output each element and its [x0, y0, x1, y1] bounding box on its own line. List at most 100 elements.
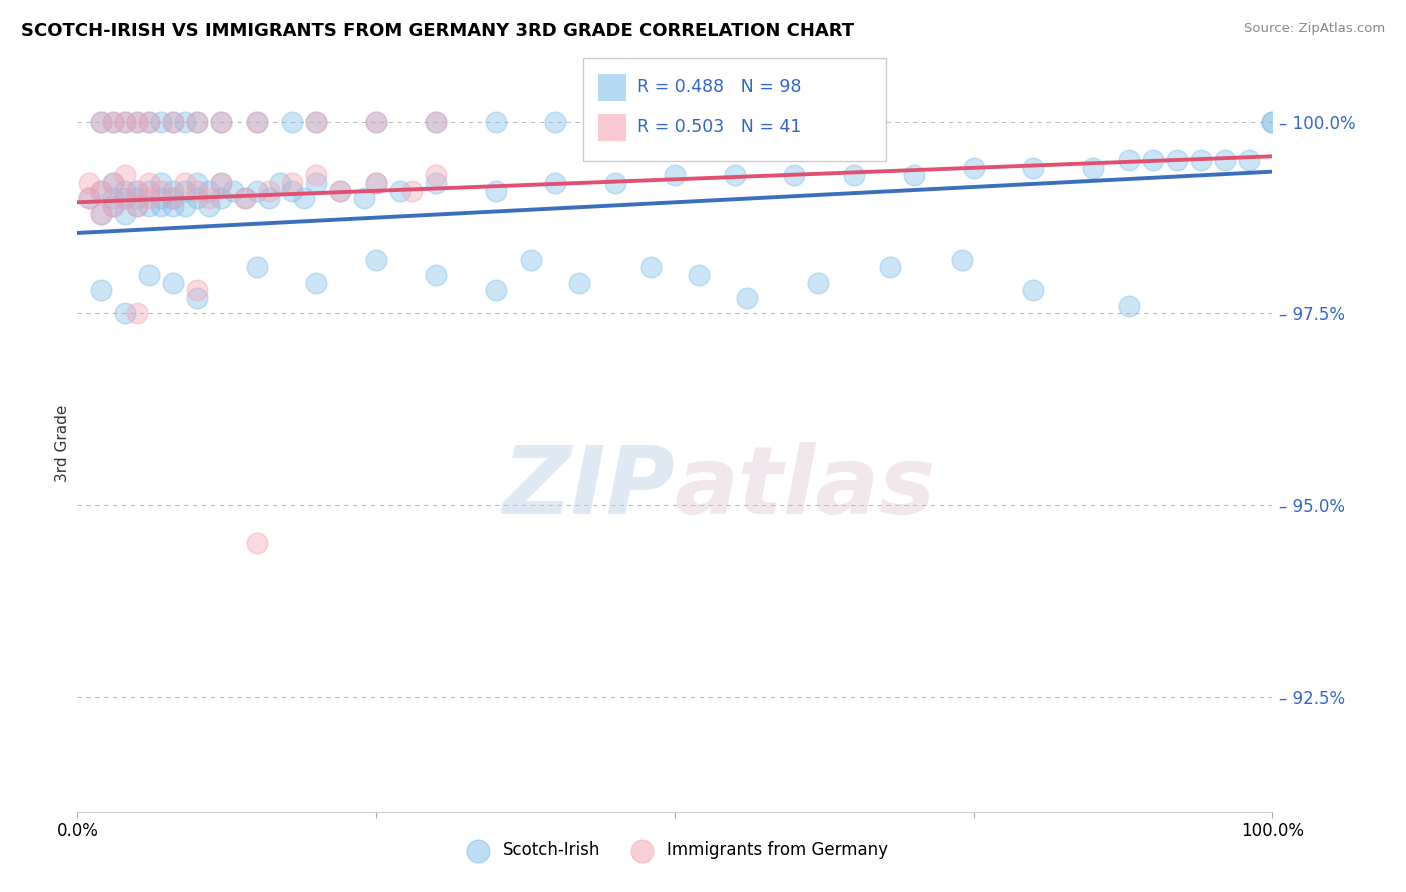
Point: [209, 115, 232, 129]
Point: [485, 115, 508, 129]
Point: [366, 176, 388, 190]
Point: [79, 176, 101, 190]
Point: [366, 115, 388, 129]
Point: [1118, 299, 1140, 313]
Point: [724, 169, 747, 183]
Point: [79, 191, 101, 205]
Point: [425, 115, 447, 129]
Point: [79, 191, 101, 205]
Point: [246, 115, 269, 129]
Point: [90, 184, 112, 198]
Point: [186, 284, 208, 298]
Point: [90, 207, 112, 221]
Point: [150, 176, 173, 190]
Point: [305, 276, 328, 290]
Point: [150, 184, 173, 198]
Point: [329, 184, 352, 198]
Point: [197, 184, 219, 198]
Point: [879, 260, 901, 275]
Point: [209, 191, 232, 205]
Point: [127, 191, 149, 205]
Point: [257, 184, 280, 198]
Point: [425, 169, 447, 183]
Point: [246, 184, 269, 198]
Point: [209, 176, 232, 190]
Point: [114, 184, 136, 198]
Point: [329, 184, 352, 198]
Point: [174, 115, 197, 129]
Point: [1189, 153, 1212, 168]
Text: atlas: atlas: [675, 442, 936, 534]
Point: [246, 260, 269, 275]
Point: [90, 184, 112, 198]
Point: [186, 184, 208, 198]
Point: [127, 184, 149, 198]
Point: [209, 115, 232, 129]
Point: [640, 260, 662, 275]
Point: [103, 191, 124, 205]
Point: [950, 252, 973, 267]
Point: [150, 191, 173, 205]
Point: [127, 199, 149, 213]
Point: [520, 252, 543, 267]
Point: [222, 184, 245, 198]
Point: [174, 199, 197, 213]
Point: [963, 161, 986, 175]
Point: [209, 176, 232, 190]
Point: [294, 191, 316, 205]
Point: [544, 115, 567, 129]
Point: [186, 176, 208, 190]
Point: [568, 276, 591, 290]
Point: [425, 268, 447, 282]
Point: [162, 191, 184, 205]
Point: [186, 191, 208, 205]
Point: [783, 169, 806, 183]
Point: [1142, 153, 1164, 168]
Text: R = 0.503   N = 41: R = 0.503 N = 41: [637, 118, 801, 136]
Point: [197, 191, 219, 205]
Point: [162, 115, 184, 129]
Point: [388, 184, 412, 198]
Point: [233, 191, 256, 205]
Point: [186, 291, 208, 305]
Point: [305, 115, 328, 129]
Point: [366, 176, 388, 190]
Point: [138, 176, 160, 190]
Point: [162, 199, 184, 213]
Point: [138, 115, 160, 129]
Point: [90, 115, 112, 129]
Point: [688, 268, 710, 282]
Point: [138, 268, 160, 282]
Point: [114, 115, 136, 129]
Point: [127, 184, 149, 198]
Point: [138, 191, 160, 205]
Point: [174, 176, 197, 190]
Point: [401, 184, 423, 198]
Point: [1022, 161, 1045, 175]
Point: [1237, 153, 1260, 168]
Point: [103, 199, 124, 213]
Y-axis label: 3rd Grade: 3rd Grade: [55, 405, 70, 483]
Point: [174, 184, 197, 198]
Point: [281, 184, 304, 198]
Point: [162, 184, 184, 198]
Point: [103, 199, 124, 213]
Point: [366, 252, 388, 267]
Point: [1166, 153, 1188, 168]
Point: [103, 115, 124, 129]
Text: ZIP: ZIP: [502, 442, 675, 534]
Point: [844, 169, 866, 183]
Point: [114, 306, 136, 320]
Point: [305, 169, 328, 183]
Point: [90, 115, 112, 129]
Point: [197, 199, 219, 213]
Point: [186, 115, 208, 129]
Point: [270, 176, 292, 190]
Point: [114, 191, 136, 205]
Point: [127, 115, 149, 129]
Point: [366, 115, 388, 129]
Point: [305, 115, 328, 129]
Point: [127, 115, 149, 129]
Point: [150, 199, 173, 213]
Point: [281, 176, 304, 190]
